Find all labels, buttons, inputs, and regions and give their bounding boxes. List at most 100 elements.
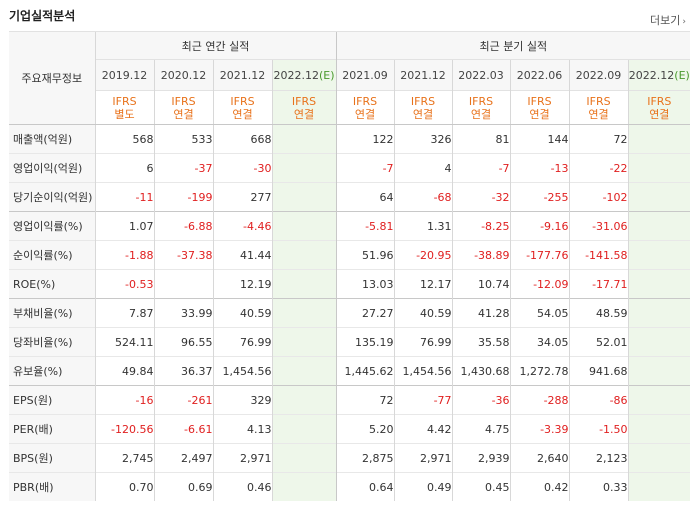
table-cell <box>271 269 337 299</box>
table-cell <box>271 182 337 212</box>
table-cell: 52.01 <box>568 327 629 357</box>
table-cell: 33.99 <box>153 298 213 328</box>
table-cell: -30 <box>212 153 272 183</box>
table-cell: 40.59 <box>212 298 272 328</box>
ifrs-label: IFRS <box>291 94 317 108</box>
year-label: 2021.09 <box>342 68 388 82</box>
year-header: 2019.12 <box>94 59 154 91</box>
table-cell: 2,971 <box>212 443 272 473</box>
table-cell: -255 <box>509 182 570 212</box>
year-label: 2022.12 <box>628 68 675 82</box>
table-cell: 36.37 <box>153 356 213 386</box>
ifrs-scope: 연결 <box>293 107 315 121</box>
table-cell: 668 <box>212 124 272 154</box>
year-label: 2021.12 <box>219 68 266 82</box>
table-cell: -37.38 <box>153 240 213 270</box>
table-cell: -31.06 <box>568 211 629 241</box>
table-cell: 35.58 <box>451 327 511 357</box>
table-cell: 54.05 <box>509 298 570 328</box>
table-cell: -288 <box>509 385 570 415</box>
table-cell: 13.03 <box>335 269 395 299</box>
financial-table: 주요재무정보 최근 연간 실적 최근 분기 실적 2019.12 2020.12 2… <box>9 31 691 501</box>
table-cell: -13 <box>509 153 570 183</box>
table-cell <box>271 153 337 183</box>
table-cell <box>627 182 691 212</box>
row-label: 매출액(억원) <box>9 124 95 154</box>
table-cell: -1.50 <box>568 414 629 444</box>
more-link[interactable]: 더보기 › <box>650 12 686 28</box>
table-cell: -6.88 <box>153 211 213 241</box>
ifrs-label: IFRS <box>586 94 611 108</box>
table-row: 유보율(%) 49.84 36.37 1,454.56 1,445.62 1,454.56… <box>9 356 691 386</box>
ifrs-basis: IFRS 연결 <box>271 90 337 125</box>
ifrs-scope: 연결 <box>588 107 609 121</box>
year-label: 2020.12 <box>160 68 207 82</box>
table-cell: 1.31 <box>393 211 453 241</box>
table-cell: -17.71 <box>568 269 629 299</box>
table-cell: 0.49 <box>393 472 453 501</box>
ifrs-scope: 연결 <box>173 107 194 121</box>
ifrs-scope: 별도 <box>114 107 135 121</box>
table-cell: -261 <box>153 385 213 415</box>
table-cell: 0.70 <box>94 472 154 501</box>
table-cell <box>627 153 691 183</box>
table-cell: 1.07 <box>94 211 154 241</box>
ifrs-label: IFRS <box>410 94 436 108</box>
table-cell <box>153 269 213 299</box>
year-label: 2022.09 <box>575 68 622 82</box>
table-cell: 329 <box>212 385 272 415</box>
table-cell: -7 <box>451 153 511 183</box>
table-cell: -120.56 <box>94 414 154 444</box>
table-row: 영업이익(억원) 6 -37 -30 -7 4 -7 -13 -22 <box>9 153 691 183</box>
ifrs-basis: IFRS 연결 <box>627 90 691 125</box>
table-cell <box>271 472 337 501</box>
table-row: 매출액(억원) 568 533 668 122 326 81 144 72 <box>9 124 691 154</box>
year-header: 2021.12 <box>393 59 453 91</box>
ifrs-scope: 연결 <box>470 107 492 121</box>
table-cell: 76.99 <box>212 327 272 357</box>
table-cell: 51.96 <box>335 240 395 270</box>
year-header: 2022.06 <box>509 59 570 91</box>
table-cell: -86 <box>568 385 629 415</box>
table-cell: 4.13 <box>212 414 272 444</box>
table-cell <box>627 472 691 501</box>
table-cell: 10.74 <box>451 269 511 299</box>
table-row: PBR(배) 0.70 0.69 0.46 0.64 0.49 0.45 0.42 0.33 <box>9 472 691 501</box>
ifrs-label: IFRS <box>171 94 196 108</box>
table-row: 영업이익률(%) 1.07 -6.88 -4.46 -5.81 1.31 -8.25 -9.1… <box>9 211 691 241</box>
table-row: 당좌비율(%) 524.11 96.55 76.99 135.19 76.99 35.58 3… <box>9 327 691 357</box>
table-cell <box>271 124 337 154</box>
table-cell: -177.76 <box>509 240 570 270</box>
table-cell <box>627 240 691 270</box>
ifrs-basis: IFRS 연결 <box>393 90 453 125</box>
ifrs-scope: 연결 <box>529 107 550 121</box>
row-label: 당좌비율(%) <box>9 327 95 357</box>
ifrs-scope: 연결 <box>232 107 253 121</box>
table-cell: -9.16 <box>509 211 570 241</box>
table-cell <box>271 356 337 386</box>
table-cell: -102 <box>568 182 629 212</box>
more-label: 더보기 <box>650 14 681 27</box>
table-cell: 0.64 <box>335 472 395 501</box>
table-cell: 4.42 <box>393 414 453 444</box>
row-label: 당기순이익(억원) <box>9 182 95 212</box>
year-header: 2021.09 <box>335 59 395 91</box>
table-cell: 524.11 <box>94 327 154 357</box>
table-cell: -3.39 <box>509 414 570 444</box>
ifrs-label: IFRS <box>527 94 552 108</box>
table-cell: 72 <box>568 124 629 154</box>
table-cell <box>271 298 337 328</box>
table-cell: -4.46 <box>212 211 272 241</box>
table-cell: -199 <box>153 182 213 212</box>
table-cell <box>627 124 691 154</box>
ifrs-label: IFRS <box>352 94 378 108</box>
table-cell: 2,497 <box>153 443 213 473</box>
table-cell: 941.68 <box>568 356 629 386</box>
table-cell: 72 <box>335 385 395 415</box>
table-cell: -11 <box>94 182 154 212</box>
table-cell: -32 <box>451 182 511 212</box>
row-label: PER(배) <box>9 414 95 444</box>
table-cell <box>627 385 691 415</box>
row-label: 영업이익률(%) <box>9 211 95 241</box>
group-quarterly-header: 최근 분기 실적 <box>335 31 691 60</box>
